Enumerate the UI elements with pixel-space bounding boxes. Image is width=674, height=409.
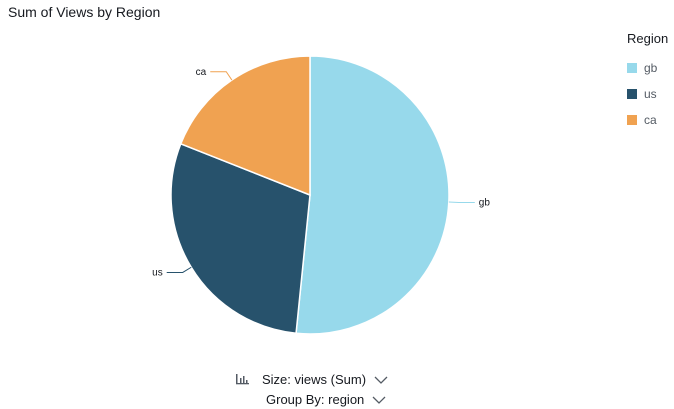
legend-label-gb: gb xyxy=(644,61,658,75)
legend-item-gb[interactable]: gb xyxy=(627,55,668,81)
chart-title: Sum of Views by Region xyxy=(8,4,161,20)
legend: Region gb us ca xyxy=(627,31,668,133)
chevron-down-icon[interactable] xyxy=(374,372,388,387)
pie-chart: gb us ca xyxy=(152,55,491,335)
slice-label-gb: gb xyxy=(479,197,491,208)
chevron-down-icon[interactable] xyxy=(372,392,386,407)
slice-label-us: us xyxy=(152,267,163,278)
bar-sort-icon xyxy=(236,373,250,385)
leader-line-ca xyxy=(210,71,233,81)
legend-swatch-gb xyxy=(627,63,637,73)
legend-item-us[interactable]: us xyxy=(627,81,668,107)
pie-slice-ca[interactable] xyxy=(179,55,311,197)
pie-slice-us[interactable] xyxy=(170,142,311,335)
group-field-well[interactable]: Group By: region xyxy=(266,390,386,408)
legend-label-us: us xyxy=(644,87,657,101)
legend-swatch-ca xyxy=(627,115,637,125)
legend-item-ca[interactable]: ca xyxy=(627,107,668,133)
leader-line-us xyxy=(166,266,192,273)
group-field-label: Group By: region xyxy=(266,391,365,407)
legend-label-ca: ca xyxy=(644,113,657,127)
size-field-label: Size: views (Sum) xyxy=(262,371,367,387)
legend-swatch-us xyxy=(627,89,637,99)
legend-title: Region xyxy=(627,31,669,46)
slice-label-ca: ca xyxy=(196,67,207,78)
size-field-well[interactable]: Size: views (Sum) xyxy=(236,370,388,388)
pie-slice-gb[interactable] xyxy=(295,55,450,335)
leader-line-gb xyxy=(448,201,475,203)
